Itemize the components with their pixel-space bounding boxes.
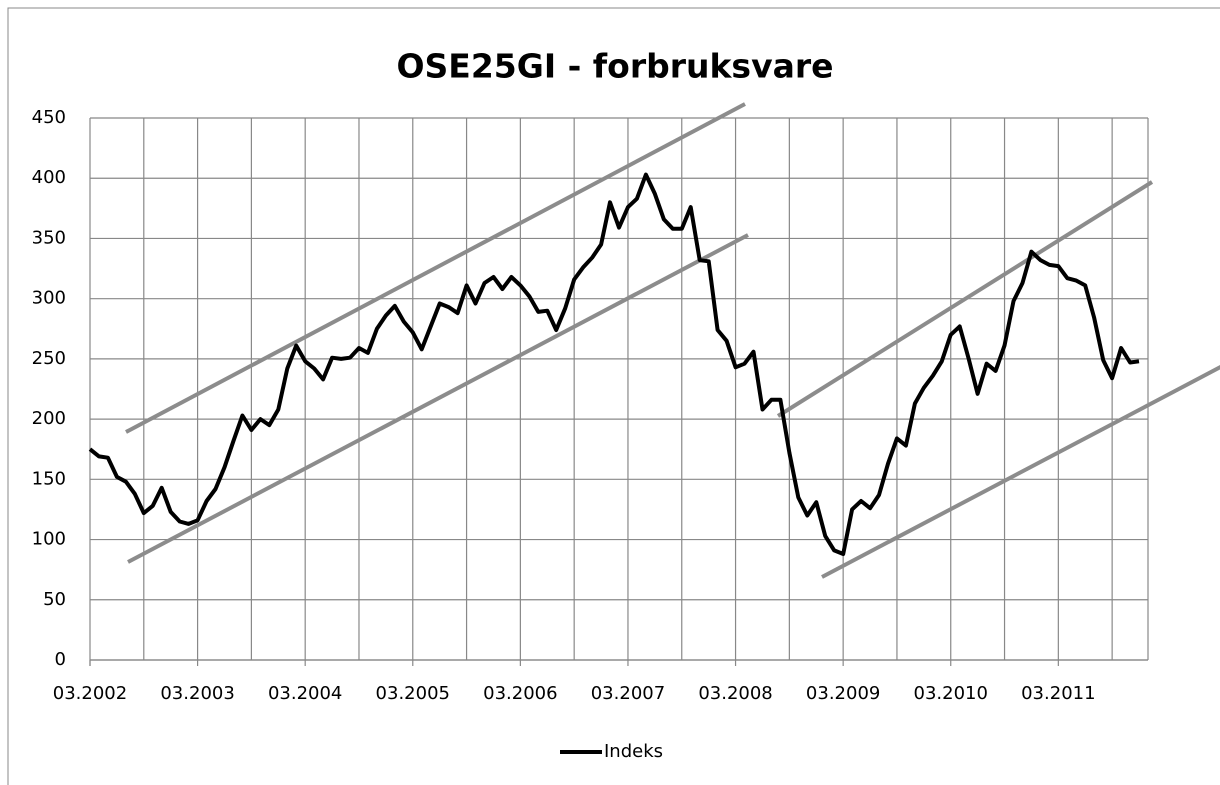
x-tick-label: 03.2008 (698, 683, 772, 704)
y-tick-label: 250 (32, 348, 66, 369)
x-tick-label: 03.2007 (591, 683, 665, 704)
trend-line (127, 233, 749, 564)
y-tick-label: 100 (32, 529, 66, 550)
x-tick-label: 03.2010 (914, 683, 988, 704)
y-tick-label: 150 (32, 468, 66, 489)
grid (90, 117, 1149, 661)
y-tick-label: 50 (43, 589, 66, 610)
y-tick-label: 450 (32, 107, 66, 128)
trend-line (821, 365, 1220, 579)
y-tick-label: 350 (32, 227, 66, 248)
x-tick-label: 03.2004 (268, 683, 342, 704)
data-line (88, 172, 1140, 556)
trend-lines (125, 102, 1220, 579)
x-tick-label: 03.2003 (160, 683, 234, 704)
chart-frame (7, 7, 1220, 785)
x-tick-label: 03.2005 (376, 683, 450, 704)
chart-title: OSE25GI - forbruksvare (396, 47, 833, 86)
y-tick-label: 200 (32, 408, 66, 429)
x-tick-label: 03.2011 (1021, 683, 1095, 704)
trend-line (125, 102, 746, 434)
x-tick-label: 03.2002 (53, 683, 127, 704)
y-tick-label: 400 (32, 167, 66, 188)
x-tick-label: 03.2009 (806, 683, 880, 704)
x-tick-label: 03.2006 (483, 683, 557, 704)
legend-label: Indeks (604, 741, 663, 762)
trend-line (776, 180, 1154, 418)
y-tick-label: 300 (32, 288, 66, 309)
y-tick-label: 0 (55, 649, 66, 670)
